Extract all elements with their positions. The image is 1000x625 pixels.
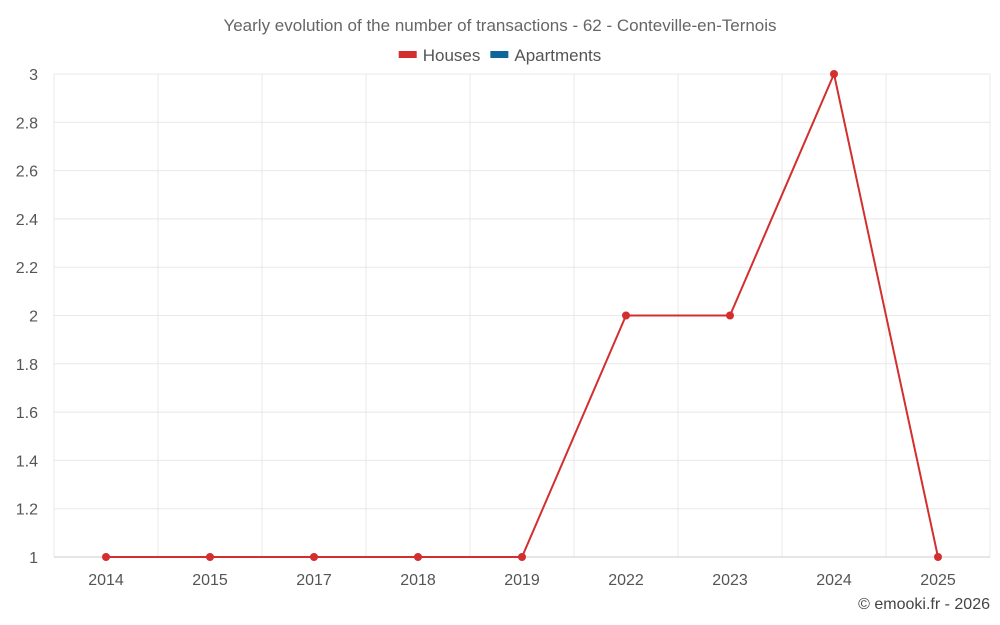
- x-tick-label: 2019: [504, 572, 540, 589]
- x-tick-label: 2014: [88, 572, 124, 589]
- y-tick-label: 2: [29, 309, 38, 326]
- legend: Houses Apartments: [398, 46, 601, 65]
- chart-title: Yearly evolution of the number of transa…: [223, 16, 776, 35]
- y-tick-label: 1: [29, 550, 38, 567]
- data-point-houses-2019[interactable]: [518, 553, 526, 561]
- data-point-houses-2023[interactable]: [726, 311, 734, 320]
- x-axis-ticks: 2014 2015 2017 2018 2019 2022 2023 2024 2025: [88, 572, 956, 589]
- legend-item-houses[interactable]: Houses: [398, 46, 481, 65]
- legend-swatch: [398, 51, 417, 58]
- data-point-houses-2014[interactable]: [102, 553, 110, 561]
- series-group: [102, 70, 942, 561]
- x-tick-label: 2017: [296, 572, 332, 589]
- y-tick-label: 2.4: [16, 212, 38, 229]
- legend-label: Apartments: [514, 46, 601, 65]
- y-tick-label: 1.6: [16, 405, 38, 422]
- data-point-houses-2015[interactable]: [206, 553, 214, 561]
- y-tick-label: 1.8: [16, 357, 38, 374]
- legend-item-apartments[interactable]: Apartments: [490, 46, 601, 65]
- x-tick-label: 2015: [192, 572, 228, 589]
- data-point-houses-2025[interactable]: [934, 553, 942, 561]
- credit-text: © emooki.fr - 2026: [858, 596, 990, 613]
- y-tick-label: 1.2: [16, 502, 38, 519]
- y-axis-ticks: 1 1.2 1.4 1.6 1.8 2 2.2 2.4 2.6 2.8 3: [16, 67, 38, 567]
- legend-swatch: [490, 51, 509, 58]
- x-tick-label: 2023: [712, 572, 748, 589]
- x-tick-label: 2022: [608, 572, 644, 589]
- y-tick-label: 2.8: [16, 115, 38, 132]
- y-tick-label: 3: [29, 67, 38, 84]
- x-tick-label: 2024: [816, 572, 852, 589]
- data-point-houses-2022[interactable]: [622, 311, 630, 320]
- y-tick-label: 2.6: [16, 164, 38, 181]
- y-tick-label: 1.4: [16, 453, 38, 470]
- data-point-houses-2024[interactable]: [830, 70, 838, 78]
- y-tick-label: 2.2: [16, 260, 38, 277]
- x-tick-label: 2018: [400, 572, 436, 589]
- legend-label: Houses: [423, 46, 481, 65]
- data-point-houses-2017[interactable]: [310, 553, 318, 561]
- data-point-houses-2018[interactable]: [414, 553, 422, 561]
- x-tick-label: 2025: [920, 572, 956, 589]
